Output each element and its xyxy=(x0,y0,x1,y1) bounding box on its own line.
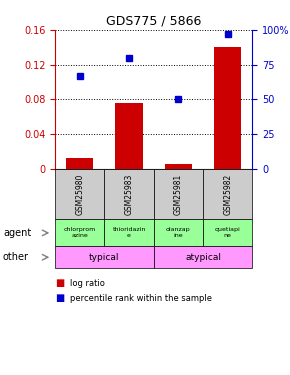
Text: thioridazin
e: thioridazin e xyxy=(112,228,146,238)
Text: other: other xyxy=(3,252,29,262)
Text: GSM25981: GSM25981 xyxy=(174,173,183,214)
Text: typical: typical xyxy=(89,253,120,262)
Text: GSM25980: GSM25980 xyxy=(75,173,84,215)
Text: log ratio: log ratio xyxy=(70,279,104,288)
Text: chlorprom
azine: chlorprom azine xyxy=(64,228,96,238)
Text: GSM25982: GSM25982 xyxy=(223,173,232,214)
Bar xyxy=(115,103,143,169)
Text: olanzap
ine: olanzap ine xyxy=(166,228,191,238)
Title: GDS775 / 5866: GDS775 / 5866 xyxy=(106,15,201,27)
Text: quetiapi
ne: quetiapi ne xyxy=(215,228,240,238)
Bar xyxy=(165,164,192,169)
Text: GSM25983: GSM25983 xyxy=(124,173,134,215)
Bar xyxy=(66,158,93,169)
Text: agent: agent xyxy=(3,228,31,238)
Text: atypical: atypical xyxy=(185,253,221,262)
Bar xyxy=(214,47,241,169)
Text: ■: ■ xyxy=(55,278,64,288)
Text: ■: ■ xyxy=(55,293,64,303)
Text: percentile rank within the sample: percentile rank within the sample xyxy=(70,294,212,303)
